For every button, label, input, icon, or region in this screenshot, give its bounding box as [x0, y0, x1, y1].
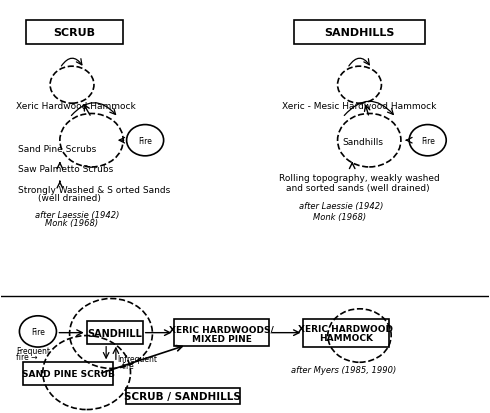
- Text: HAMMOCK: HAMMOCK: [319, 333, 373, 342]
- Text: Xeric - Mesic Hardwood Hammock: Xeric - Mesic Hardwood Hammock: [282, 102, 436, 111]
- Text: fire: fire: [122, 361, 135, 370]
- Text: SAND PINE SCRUB: SAND PINE SCRUB: [22, 369, 115, 378]
- Text: Strongly Washed & S orted Sands: Strongly Washed & S orted Sands: [19, 185, 171, 195]
- Text: after Laessie (1942): after Laessie (1942): [298, 202, 383, 211]
- Text: Infrequent: Infrequent: [117, 355, 157, 363]
- Text: Fire: Fire: [138, 136, 152, 145]
- Text: Saw Palmetto Scrubs: Saw Palmetto Scrubs: [19, 165, 114, 174]
- Text: (well drained): (well drained): [38, 194, 101, 203]
- Text: after Laessie (1942): after Laessie (1942): [35, 210, 120, 219]
- Text: Xeric Hardwood Hammock: Xeric Hardwood Hammock: [16, 102, 136, 111]
- Text: Sand Pine Scrubs: Sand Pine Scrubs: [19, 145, 97, 154]
- Text: and sorted sands (well drained): and sorted sands (well drained): [287, 183, 430, 192]
- Text: Monk (1968): Monk (1968): [313, 212, 367, 221]
- Text: MIXED PINE: MIXED PINE: [192, 334, 251, 343]
- Text: Rolling topography, weakly washed: Rolling topography, weakly washed: [279, 173, 440, 182]
- Text: fire →: fire →: [16, 353, 38, 361]
- Text: Fire: Fire: [421, 136, 435, 145]
- Text: XERIC HARDWOOD: XERIC HARDWOOD: [298, 324, 393, 333]
- Text: SCRUB: SCRUB: [53, 28, 96, 38]
- Text: Fire: Fire: [31, 327, 45, 336]
- Text: Sandhills: Sandhills: [343, 137, 384, 146]
- Text: Monk (1968): Monk (1968): [45, 218, 98, 228]
- Text: Frequent: Frequent: [16, 347, 50, 356]
- Text: SCRUB / SANDHILLS: SCRUB / SANDHILLS: [124, 391, 241, 401]
- Text: SANDHILL: SANDHILL: [87, 328, 142, 338]
- Text: after Myers (1985, 1990): after Myers (1985, 1990): [291, 365, 396, 374]
- Text: SANDHILLS: SANDHILLS: [324, 28, 394, 38]
- Text: XERIC HARDWOODS/: XERIC HARDWOODS/: [169, 325, 274, 334]
